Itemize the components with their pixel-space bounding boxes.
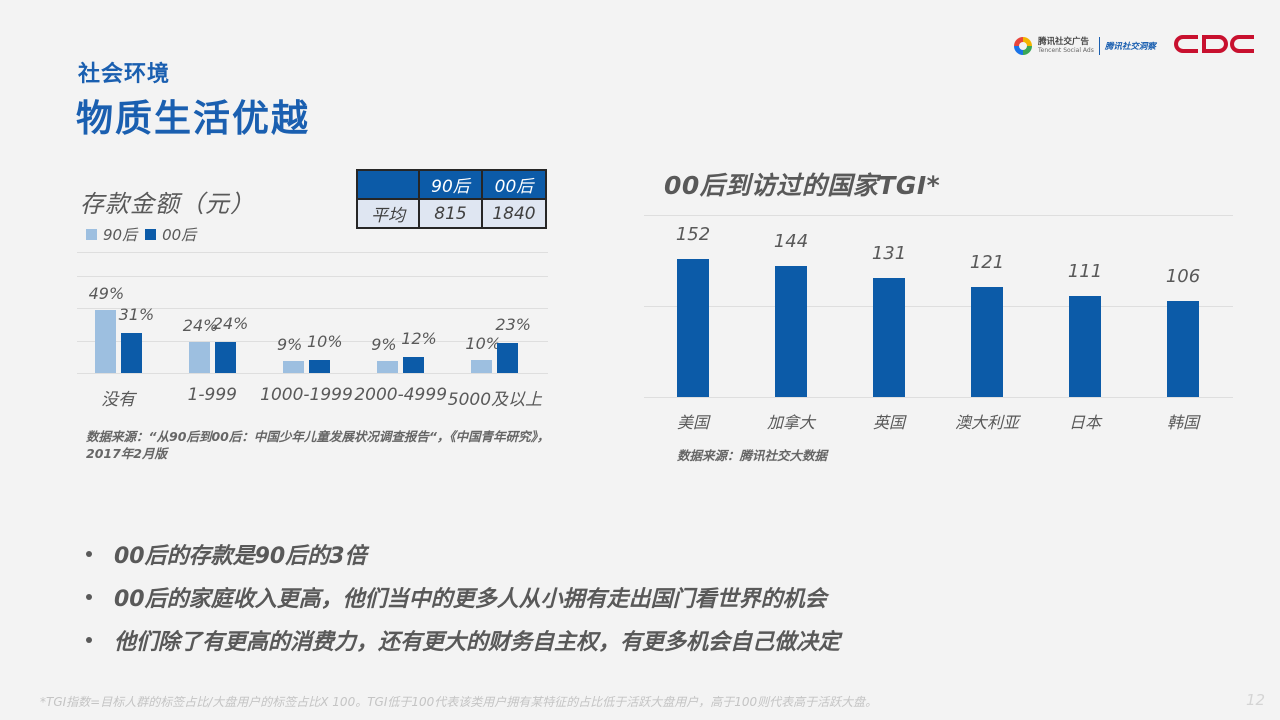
- table-row-label: 平均: [356, 198, 420, 229]
- logo-bar: 腾讯社交广告 Tencent Social Ads 腾讯社交洞察: [1012, 33, 1256, 59]
- category-label: 韩国: [1166, 413, 1199, 432]
- data-label: 10%: [465, 334, 501, 354]
- tencent-social-ads-logo-icon: [1012, 35, 1034, 57]
- bar-00s: [309, 360, 330, 373]
- bullet-item: 00后的存款是90后的3倍: [86, 532, 840, 575]
- category-label: 5000及以上: [447, 390, 543, 410]
- section-title: 社会环境: [78, 62, 171, 87]
- bullet-dot-icon: [86, 636, 92, 643]
- bar-tgi: [971, 286, 1003, 397]
- table-header-00s: 00后: [481, 169, 547, 200]
- category-label: 没有: [101, 390, 136, 410]
- tencent-ads-cn-label: 腾讯社交广告: [1038, 36, 1090, 47]
- table-header-empty: [356, 169, 420, 200]
- tgi-footnote: *TGI指数=目标人群的标签占比/大盘用户的标签占比X 100。TGI低于100…: [40, 695, 878, 709]
- bar-tgi: [1167, 300, 1199, 397]
- bar-00s: [403, 357, 425, 373]
- gridline: [644, 397, 1233, 398]
- bar-00s: [120, 332, 142, 373]
- table-header-90s: 90后: [418, 169, 483, 200]
- gridline: [77, 373, 548, 374]
- category-label: 2000-4999: [354, 385, 448, 405]
- average-savings-table: 90后 00后 平均 815 1840: [356, 169, 547, 229]
- category-label: 日本: [1068, 413, 1101, 432]
- bullet-dot-icon: [86, 550, 92, 557]
- key-points-list: 00后的存款是90后的3倍 00后的家庭收入更高，他们当中的更多人从小拥有走出国…: [86, 532, 840, 661]
- data-label: 24%: [212, 313, 249, 333]
- legend-swatch-90s: [86, 229, 97, 240]
- gridline: [644, 215, 1233, 216]
- data-label: 24%: [182, 315, 219, 335]
- bar-90s: [377, 361, 399, 373]
- data-label: 106: [1165, 265, 1201, 287]
- tencent-ads-en-label: Tencent Social Ads: [1038, 47, 1094, 55]
- cdc-logo-icon: [1173, 35, 1256, 57]
- logo-divider: [1098, 37, 1100, 55]
- bullet-text: 00后的存款是90后的3倍: [114, 543, 367, 569]
- data-label: 9%: [277, 335, 303, 355]
- bullet-item: 00后的家庭收入更高，他们当中的更多人从小拥有走出国门看世界的机会: [86, 575, 840, 618]
- bar-tgi: [677, 258, 709, 397]
- category-label: 1000-1999: [260, 385, 353, 405]
- divider-line: [77, 252, 548, 253]
- page-title: 物质生活优越: [76, 97, 310, 140]
- bar-00s: [214, 341, 236, 373]
- data-label: 152: [675, 223, 711, 245]
- category-label: 英国: [872, 413, 905, 432]
- savings-legend: 90后 00后: [86, 224, 196, 245]
- tgi-source-note: 数据来源：腾讯社交大数据: [677, 448, 828, 463]
- category-label: 1-999: [187, 385, 237, 405]
- bar-90s: [283, 361, 304, 373]
- data-label: 31%: [118, 304, 155, 324]
- tgi-chart-title: 00后到访过的国家TGI*: [664, 171, 941, 200]
- data-label: 111: [1067, 260, 1103, 282]
- data-label: 12%: [401, 329, 437, 349]
- data-label: 10%: [307, 332, 343, 352]
- bullet-text: 他们除了有更高的消费力，还有更大的财务自主权，有更多机会自己做决定: [114, 629, 841, 655]
- legend-label-90s: 90后: [103, 226, 138, 244]
- gridline: [644, 306, 1233, 307]
- bar-90s: [94, 309, 116, 373]
- tencent-insight-label: 腾讯社交洞察: [1104, 42, 1156, 52]
- savings-chart-title: 存款金额（元）: [80, 190, 255, 218]
- gridline: [77, 276, 548, 277]
- bar-90s: [188, 341, 210, 373]
- tgi-bar-chart: 152 美国 144 加拿大 131 英国 121 澳大利亚 111 日本 106 韩国: [644, 215, 1233, 432]
- category-label: 澳大利亚: [954, 413, 1019, 432]
- bullet-text: 00后的家庭收入更高，他们当中的更多人从小拥有走出国门看世界的机会: [114, 586, 827, 612]
- bullet-item: 他们除了有更高的消费力，还有更大的财务自主权，有更多机会自己做决定: [86, 618, 840, 661]
- page-number: 12: [1246, 691, 1266, 709]
- savings-source-note: 数据来源：“从90后到00后：中国少年儿童发展状况调查报告“，《中国青年研究》，…: [86, 429, 550, 461]
- data-label: 23%: [495, 315, 531, 335]
- data-label: 131: [871, 242, 907, 264]
- bar-90s: [471, 360, 493, 373]
- bar-tgi: [775, 265, 807, 397]
- data-label: 9%: [371, 335, 397, 355]
- bar-tgi: [873, 277, 905, 397]
- legend-label-00s: 00后: [162, 226, 197, 244]
- table-cell-90s: 815: [418, 198, 483, 229]
- data-label: 49%: [88, 283, 125, 303]
- bar-00s: [497, 343, 519, 373]
- data-label: 121: [969, 251, 1005, 273]
- legend-swatch-00s: [145, 229, 157, 240]
- category-label: 美国: [676, 413, 709, 432]
- data-label: 144: [773, 230, 809, 252]
- bullet-dot-icon: [86, 593, 92, 600]
- savings-bar-chart: 49% 31% 没有 24% 24% 1-999 9% 10% 1000-1999 9% 12% 20…: [77, 276, 548, 410]
- bar-tgi: [1069, 295, 1101, 397]
- table-cell-00s: 1840: [481, 198, 547, 229]
- gridline: [77, 340, 548, 342]
- gridline: [77, 308, 548, 310]
- category-label: 加拿大: [766, 413, 815, 432]
